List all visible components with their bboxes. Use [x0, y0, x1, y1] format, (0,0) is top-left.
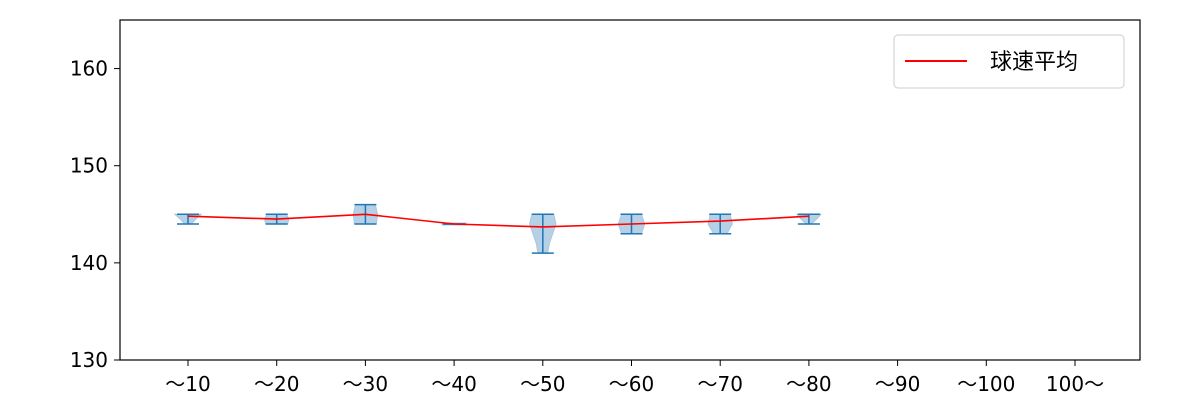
y-tick-label: 160 [70, 57, 108, 81]
plot-frame [119, 19, 1141, 361]
legend-box [893, 34, 1125, 89]
legend: 球速平均 [893, 34, 1125, 89]
axes: 130 140 150 160 〜10 〜20 〜30 〜40 〜50 〜60 〜70 〜80 〜90 〜… [70, 19, 1141, 396]
x-tick-label: 〜30 [343, 372, 388, 396]
x-tick-label: 〜20 [254, 372, 299, 396]
x-tick-label: 〜60 [609, 372, 654, 396]
x-tick-label: 〜70 [697, 372, 742, 396]
x-tick-label: 〜10 [165, 372, 210, 396]
y-tick-label: 140 [70, 251, 108, 275]
x-tick-label: 100〜 [1046, 372, 1104, 396]
x-tick-label: 〜100 [957, 372, 1015, 396]
legend-label: 球速平均 [990, 50, 1078, 75]
x-tick-label: 〜90 [875, 372, 920, 396]
mean-speed-line [187, 213, 809, 228]
x-tick-label: 〜80 [786, 372, 831, 396]
violins [173, 204, 823, 254]
y-tick-label: 150 [70, 154, 108, 178]
y-tick-label: 130 [70, 348, 108, 372]
x-tick-label: 〜50 [520, 372, 565, 396]
x-tick-label: 〜40 [431, 372, 476, 396]
mean-line-group [187, 213, 809, 228]
